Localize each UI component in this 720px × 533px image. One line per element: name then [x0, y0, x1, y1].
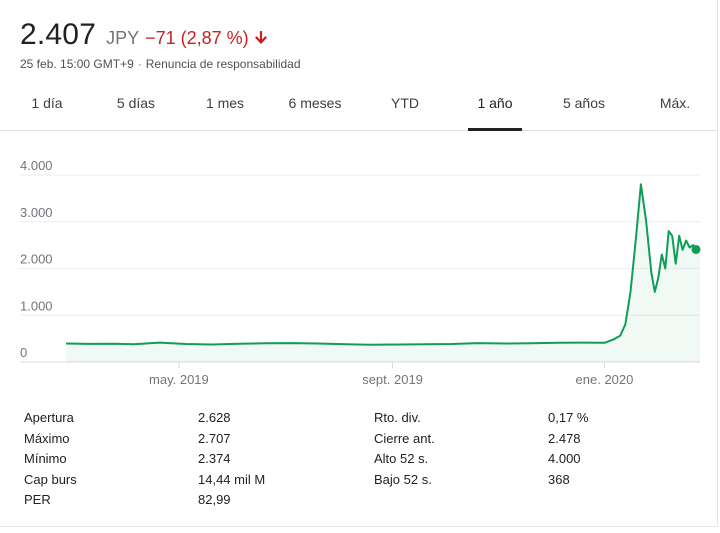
price-chart[interactable]: 0 1.000 2.000 3.000 4.000 may. 2019 sept. 2019… [0, 150, 718, 390]
stat-label: PER [24, 492, 51, 507]
y-tick-label: 4.000 [20, 158, 53, 173]
stat-value: 4.000 [548, 451, 581, 466]
stat-value: 82,99 [198, 492, 231, 507]
stat-row: Apertura 2.628 Rto. div. 0,17 % [24, 410, 714, 431]
tab-1-year[interactable]: 1 año [468, 88, 522, 131]
stat-label: Bajo 52 s. [374, 471, 432, 487]
y-tick-label: 3.000 [20, 205, 53, 220]
separator: · [137, 57, 142, 71]
stat-label: Rto. div. [374, 410, 421, 425]
price-change: −71 (2,87 %) [145, 28, 249, 48]
stat-label: Alto 52 s. [374, 451, 429, 466]
stat-value: 14,44 mil M [198, 471, 266, 487]
stat-value: 2.628 [198, 410, 231, 425]
series-line [65, 183, 701, 346]
y-tick-label: 2.000 [20, 252, 53, 267]
y-tick-label: 1.000 [20, 298, 53, 313]
tab-1-month[interactable]: 1 mes [205, 95, 245, 111]
x-tick-label: may. 2019 [149, 372, 209, 387]
quote-timestamp: 25 feb. 15:00 GMT+9 [20, 57, 134, 71]
stat-label: Mínimo [24, 451, 67, 466]
stat-value: 2.478 [548, 430, 581, 446]
disclaimer-link[interactable]: Renuncia de responsabilidad [145, 57, 301, 71]
tab-max[interactable]: Máx. [659, 95, 691, 111]
y-tick-label: 0 [20, 345, 27, 360]
tab-ytd[interactable]: YTD [391, 95, 419, 111]
x-tick-label: ene. 2020 [576, 372, 634, 387]
stat-label: Apertura [24, 410, 74, 425]
stat-value: 2.707 [198, 430, 231, 446]
x-tick-label: sept. 2019 [362, 372, 423, 387]
tab-5-years[interactable]: 5 años [562, 95, 606, 111]
range-tabs: 1 día 5 días 1 mes 6 meses YTD 1 año 5 a… [0, 88, 718, 131]
stat-row: Máximo 2.707 Cierre ant. 2.478 [24, 431, 714, 452]
quote-timestamp-line: 25 feb. 15:00 GMT+9 · Renuncia de responsa… [20, 57, 301, 71]
stat-label: Cap burs [24, 471, 77, 487]
stat-value: 368 [548, 471, 570, 487]
currency-code: JPY [106, 28, 140, 48]
stat-label: Máximo [24, 430, 70, 446]
price-header: 2.407 JPY −71 (2,87 %) [20, 18, 267, 52]
current-price: 2.407 [20, 18, 97, 51]
tab-1-day[interactable]: 1 día [31, 95, 63, 111]
stat-row: PER 82,99 [24, 492, 714, 513]
tab-5-days[interactable]: 5 días [116, 95, 156, 111]
last-price-dot [691, 244, 701, 254]
stat-row: Cap burs 14,44 mil M Bajo 52 s. 368 [24, 472, 714, 493]
tab-6-months[interactable]: 6 meses [288, 95, 342, 111]
arrow-down-icon [255, 30, 267, 45]
stat-value: 0,17 % [548, 410, 589, 425]
stat-label: Cierre ant. [374, 430, 435, 446]
series-area [66, 184, 700, 362]
stat-row: Mínimo 2.374 Alto 52 s. 4.000 [24, 451, 714, 472]
key-stats-table: Apertura 2.628 Rto. div. 0,17 % Máximo 2… [24, 410, 714, 513]
stat-value: 2.374 [198, 451, 231, 466]
